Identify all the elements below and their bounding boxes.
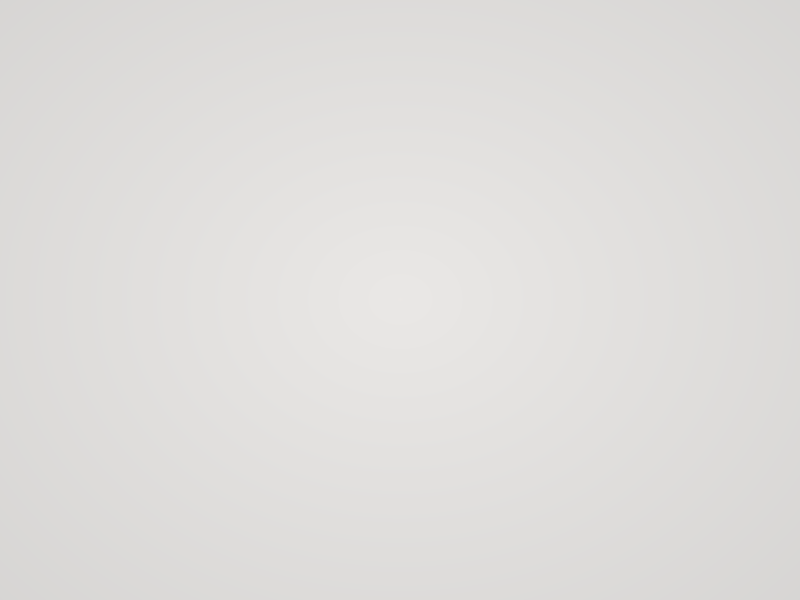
Text: In ΔHIJ, the measure of ∠J=90°, the measure of ∠I=10°, and IJ = 67 feet.: In ΔHIJ, the measure of ∠J=90°, the meas…	[12, 28, 778, 47]
Text: J: J	[155, 482, 162, 502]
Text: 10°: 10°	[198, 198, 230, 216]
Text: H: H	[474, 482, 490, 502]
Text: I: I	[173, 100, 179, 119]
Text: Which trig function would you use to solve for x?: Which trig function would you use to sol…	[12, 554, 452, 572]
Text: X: X	[338, 265, 358, 293]
Text: 67: 67	[73, 292, 111, 320]
